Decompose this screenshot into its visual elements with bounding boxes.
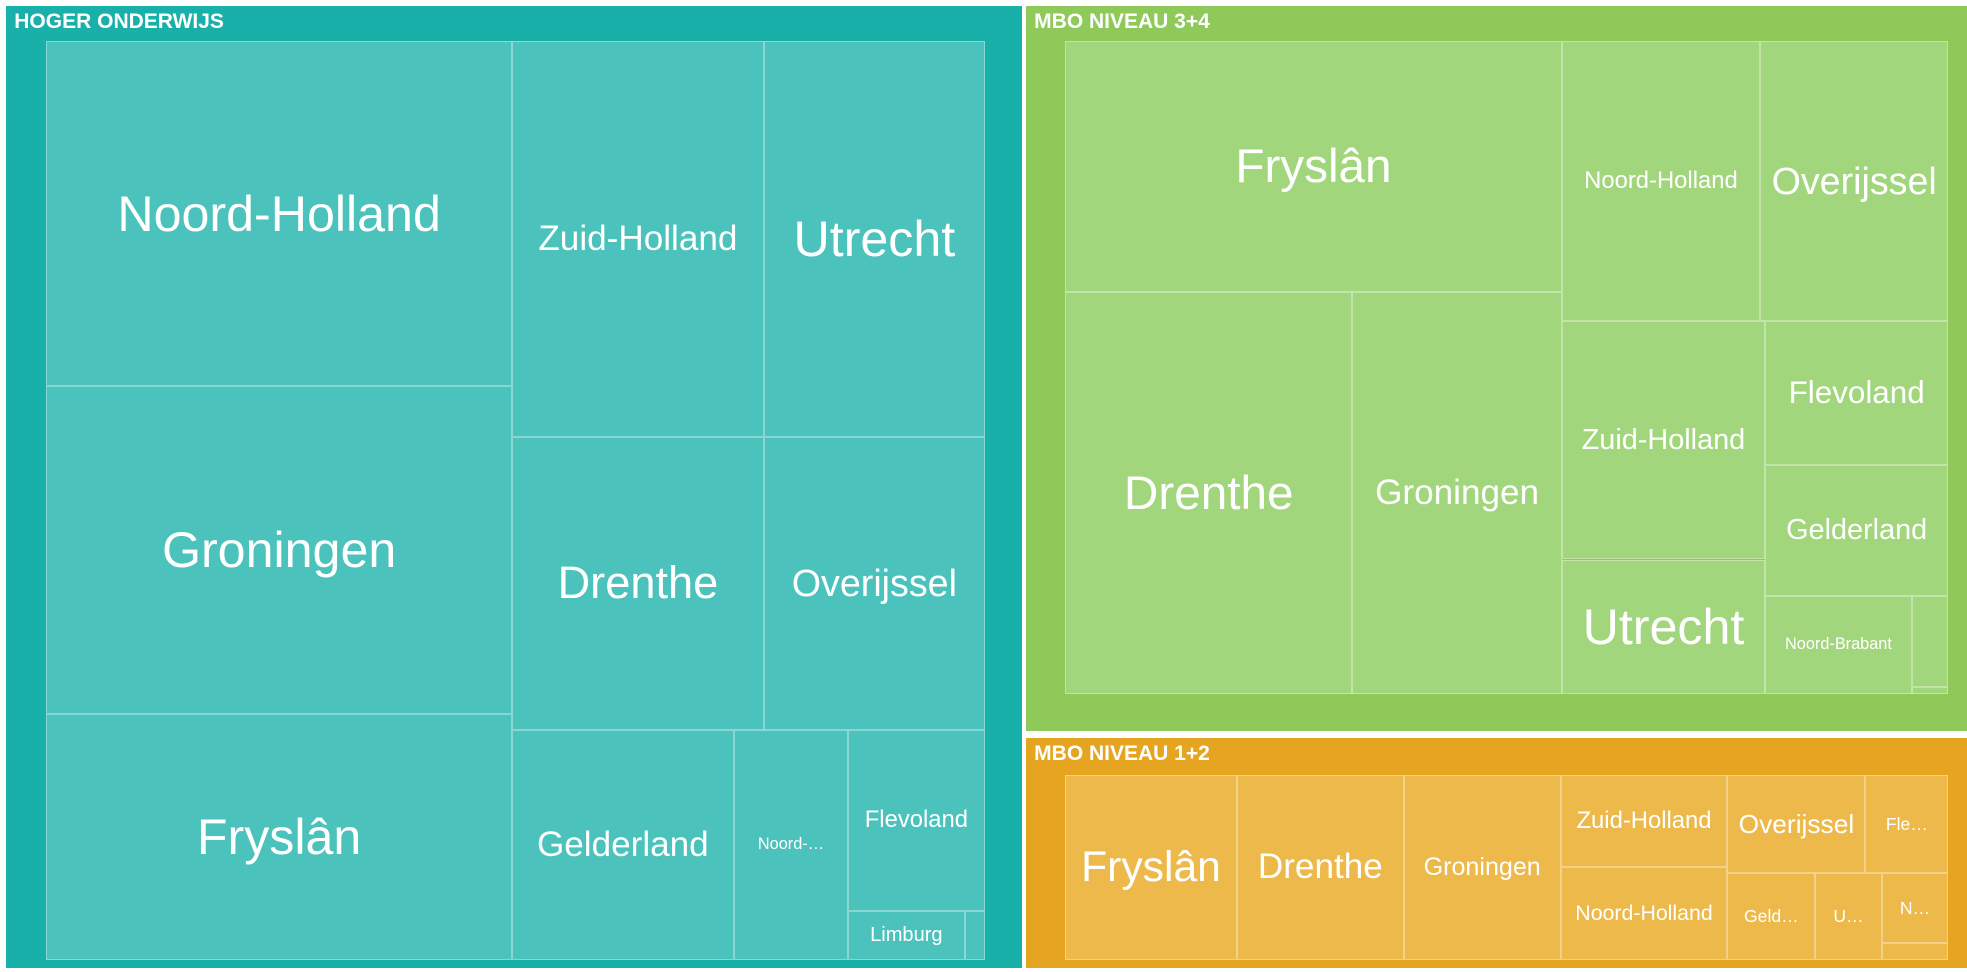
tile-label: Fryslân xyxy=(1081,842,1221,891)
tile: Limburg xyxy=(848,910,965,960)
tile: Zuid-Holland xyxy=(1561,321,1766,560)
tile: U… xyxy=(1815,873,1882,960)
tile-label: Noord-… xyxy=(757,835,825,854)
tile: Noord-Holland xyxy=(1560,866,1728,960)
tile: Utrecht xyxy=(1561,559,1766,694)
tile-label: Gelderland xyxy=(1786,514,1928,547)
tile-label: Zuid-Holland xyxy=(538,218,738,258)
tile-label: Groningen xyxy=(1375,473,1540,513)
tile-label: Overijssel xyxy=(1738,808,1855,839)
tile-label: Utrecht xyxy=(793,210,956,267)
tile: Noord-Holland xyxy=(46,41,512,387)
tile xyxy=(1911,595,1949,688)
tile: Groningen xyxy=(1403,775,1561,960)
tile-label: Limburg xyxy=(870,923,943,946)
tile: Overijssel xyxy=(763,436,985,731)
tile: Groningen xyxy=(46,386,512,714)
tile: Flevoland xyxy=(1765,321,1949,466)
tile-label: Fryslân xyxy=(1235,140,1392,194)
tile: Utrecht xyxy=(763,41,985,437)
tile xyxy=(1911,687,1949,694)
tile-label: N… xyxy=(1899,897,1931,918)
tile: Zuid-Holland xyxy=(1560,775,1728,867)
tile-label: Overijssel xyxy=(791,561,957,604)
tile-label: Noord-Holland xyxy=(117,185,441,242)
tile: N… xyxy=(1881,873,1949,944)
tile-label: Groningen xyxy=(1423,852,1541,881)
tile-label: Geld… xyxy=(1744,905,1799,926)
tile: Fryslân xyxy=(46,713,512,960)
tile: Drenthe xyxy=(511,436,764,731)
tile-label: Drenthe xyxy=(557,557,719,609)
tile-label: Noord-Brabant xyxy=(1785,635,1892,654)
tile-label: U… xyxy=(1833,905,1864,926)
tile-label: Fryslân xyxy=(196,808,362,865)
tile: Gelderland xyxy=(511,730,734,960)
tile-label: Utrecht xyxy=(1582,598,1745,655)
tile-label: Fle… xyxy=(1885,813,1928,834)
tile: Gelderland xyxy=(1765,465,1949,596)
tile: Fle… xyxy=(1865,775,1949,874)
group-title: MBO NIVEAU 3+4 xyxy=(1034,10,1210,34)
tile xyxy=(1881,943,1949,960)
tile-label: Flevoland xyxy=(864,806,969,834)
tile: Noord-Holland xyxy=(1561,41,1761,322)
tile: Flevoland xyxy=(848,730,985,911)
tile xyxy=(964,910,985,960)
tile-label: Drenthe xyxy=(1257,847,1383,887)
tile-label: Flevoland xyxy=(1788,375,1925,411)
tile: Overijssel xyxy=(1760,41,1949,322)
tile: Groningen xyxy=(1352,292,1562,694)
tile: Drenthe xyxy=(1065,292,1353,694)
tile: Zuid-Holland xyxy=(511,41,764,437)
group-title: MBO NIVEAU 1+2 xyxy=(1034,741,1210,765)
tile-label: Groningen xyxy=(161,522,397,579)
tile: Noord-… xyxy=(733,730,849,960)
tile-label: Noord-Holland xyxy=(1584,167,1738,195)
tile-label: Zuid-Holland xyxy=(1576,807,1712,835)
tile: Drenthe xyxy=(1236,775,1404,960)
tile: Fryslân xyxy=(1065,775,1237,960)
tile-label: Noord-Holland xyxy=(1575,900,1713,925)
tile: Fryslân xyxy=(1065,41,1562,293)
tile-label: Zuid-Holland xyxy=(1581,423,1746,456)
tile-label: Overijssel xyxy=(1771,159,1937,202)
tile-label: Drenthe xyxy=(1123,466,1294,520)
tile: Overijssel xyxy=(1727,775,1866,874)
tile: Geld… xyxy=(1727,873,1816,960)
group-title: HOGER ONDERWIJS xyxy=(14,10,224,34)
tile: Noord-Brabant xyxy=(1765,595,1912,694)
tile-label: Gelderland xyxy=(536,824,709,864)
